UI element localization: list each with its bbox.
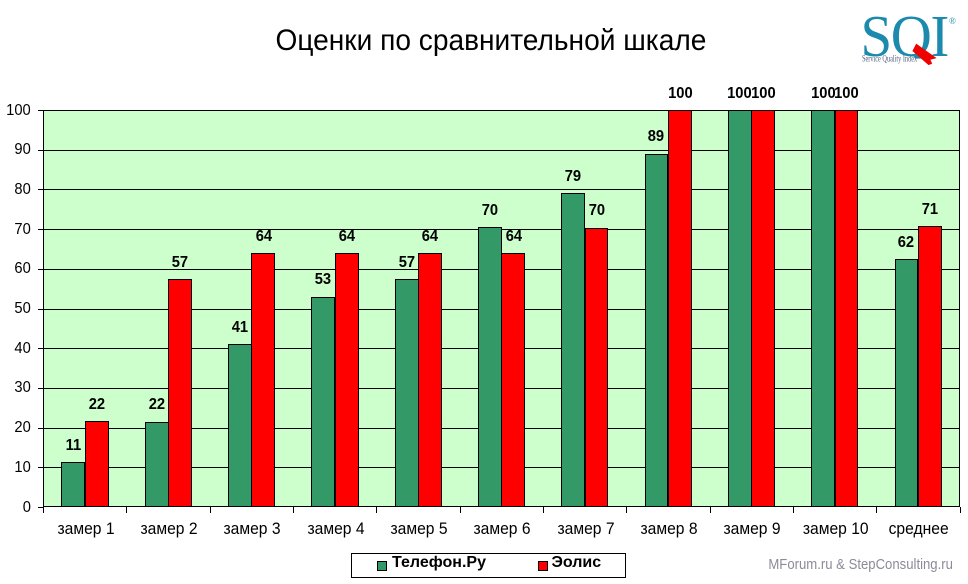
svg-text:®: ® xyxy=(949,16,956,26)
svg-text:Service Quality Index: Service Quality Index xyxy=(862,53,917,63)
